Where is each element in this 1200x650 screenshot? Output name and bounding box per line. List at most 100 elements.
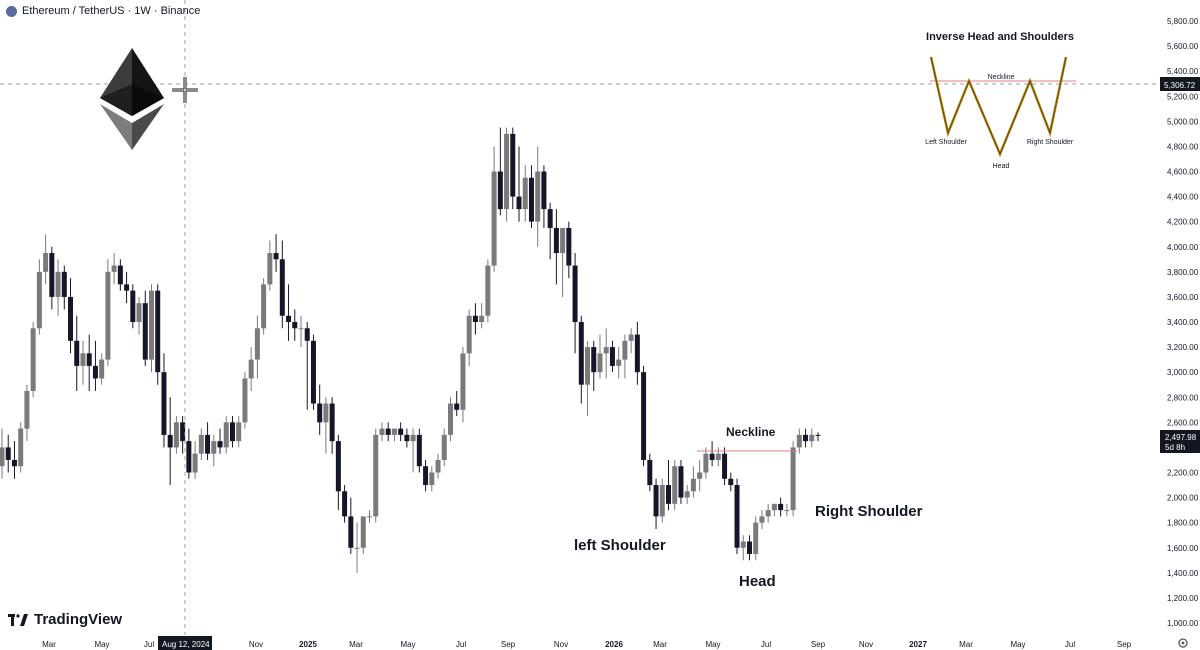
candle: [335, 434, 341, 511]
candle: [566, 221, 572, 279]
time-tick-label: Mar: [653, 640, 667, 649]
candle: [385, 422, 391, 442]
candle: [697, 459, 703, 492]
crosshair-date-label: Aug 12, 2024: [158, 636, 212, 650]
time-tick-label: Nov: [859, 640, 873, 649]
price-tick-label: 3,200.00: [1167, 343, 1199, 352]
time-tick-label: Mar: [349, 640, 363, 649]
candle: [30, 322, 36, 398]
candle: [373, 428, 379, 523]
candle: [765, 503, 771, 523]
price-tick-label: 4,600.00: [1167, 168, 1199, 177]
candle: [672, 459, 678, 511]
time-tick-label: 2027: [909, 640, 927, 649]
time-tick-label: Jul: [761, 640, 771, 649]
chart-settings-gear-icon[interactable]: [1178, 638, 1188, 648]
candle: [0, 428, 5, 479]
candle: [99, 353, 105, 385]
candle: [329, 397, 335, 454]
candle: [273, 234, 279, 272]
ethereum-coin-icon: [6, 5, 17, 17]
candle: [759, 510, 765, 529]
price-tick-label: 4,400.00: [1167, 193, 1199, 202]
time-tick-label: Nov: [554, 640, 568, 649]
candle: [92, 340, 98, 391]
candle: [479, 303, 485, 329]
candle: [460, 347, 466, 423]
candle: [497, 127, 503, 216]
candlestick-series: [0, 127, 821, 573]
time-tick-label: May: [94, 640, 109, 649]
inset-neckline-label: Neckline: [988, 74, 1015, 81]
candle: [815, 432, 821, 442]
crosshair-price-label: 5,306.72: [1160, 77, 1200, 91]
svg-text:Aug 12, 2024: Aug 12, 2024: [162, 640, 210, 649]
candle: [354, 522, 360, 573]
candle: [678, 459, 684, 504]
inset-right-shoulder-label: Right Shoulder: [1027, 139, 1074, 146]
time-tick-label: Mar: [42, 640, 56, 649]
candle: [261, 278, 267, 335]
candle: [136, 296, 142, 335]
time-tick-label: 2026: [605, 640, 623, 649]
candle: [728, 472, 734, 492]
price-scale[interactable]: 5,800.00 5,600.00 5,400.00 5,200.00 5,000.00…: [1167, 17, 1199, 628]
candle: [254, 315, 260, 379]
candle: [684, 485, 690, 504]
candle: [279, 240, 285, 329]
tradingview-mark-icon: [8, 613, 28, 626]
candle: [441, 428, 447, 467]
candle: [746, 535, 752, 561]
candle: [809, 428, 815, 448]
candle: [348, 497, 354, 555]
time-tick-label: Nov: [249, 640, 263, 649]
candle: [286, 284, 292, 341]
candle: [616, 347, 622, 379]
svg-text:5,306.72: 5,306.72: [1164, 81, 1196, 90]
candle: [591, 340, 597, 391]
candle: [80, 340, 86, 385]
candle: [24, 384, 30, 442]
candle: [703, 447, 709, 479]
candle: [709, 441, 715, 467]
price-tick-label: 5,800.00: [1167, 17, 1199, 26]
symbol-header[interactable]: Ethereum / TetherUS · 1W · Binance: [6, 4, 200, 18]
candle: [342, 485, 348, 523]
candle: [597, 334, 603, 379]
price-tick-label: 2,800.00: [1167, 393, 1199, 402]
time-scale[interactable]: Mar May Jul Nov 2025 Mar May Jul Sep Nov 2026 Mar Ma…: [42, 640, 1132, 649]
last-price-label: 2,497.98 5d 8h: [1160, 430, 1200, 453]
tradingview-logo[interactable]: TradingView: [8, 611, 122, 628]
price-tick-label: 1,800.00: [1167, 519, 1199, 528]
candle: [790, 441, 796, 517]
price-tick-label: 4,000.00: [1167, 243, 1199, 252]
candle: [111, 253, 117, 285]
candle: [528, 165, 534, 228]
candle: [572, 253, 578, 354]
candle: [5, 434, 11, 473]
price-tick-label: 3,800.00: [1167, 268, 1199, 277]
candle: [367, 510, 373, 523]
candle: [634, 322, 640, 385]
svg-text:2,497.98: 2,497.98: [1165, 433, 1197, 442]
tradingview-wordmark: TradingView: [34, 611, 123, 628]
candle: [722, 447, 728, 486]
candle: [304, 322, 310, 410]
candle: [447, 397, 453, 442]
candle: [778, 497, 784, 517]
candle: [485, 259, 491, 322]
candle: [647, 453, 653, 492]
price-tick-label: 5,200.00: [1167, 92, 1199, 101]
candle: [410, 428, 416, 473]
candle: [74, 315, 80, 391]
candle: [148, 284, 154, 373]
candle: [666, 459, 672, 511]
inset-left-shoulder-label: Left Shoulder: [925, 139, 967, 146]
candle: [535, 146, 541, 247]
candle: [734, 478, 740, 555]
candle: [516, 146, 522, 222]
candle: [641, 365, 647, 467]
time-tick-label: Jul: [144, 640, 154, 649]
candle: [753, 516, 759, 561]
